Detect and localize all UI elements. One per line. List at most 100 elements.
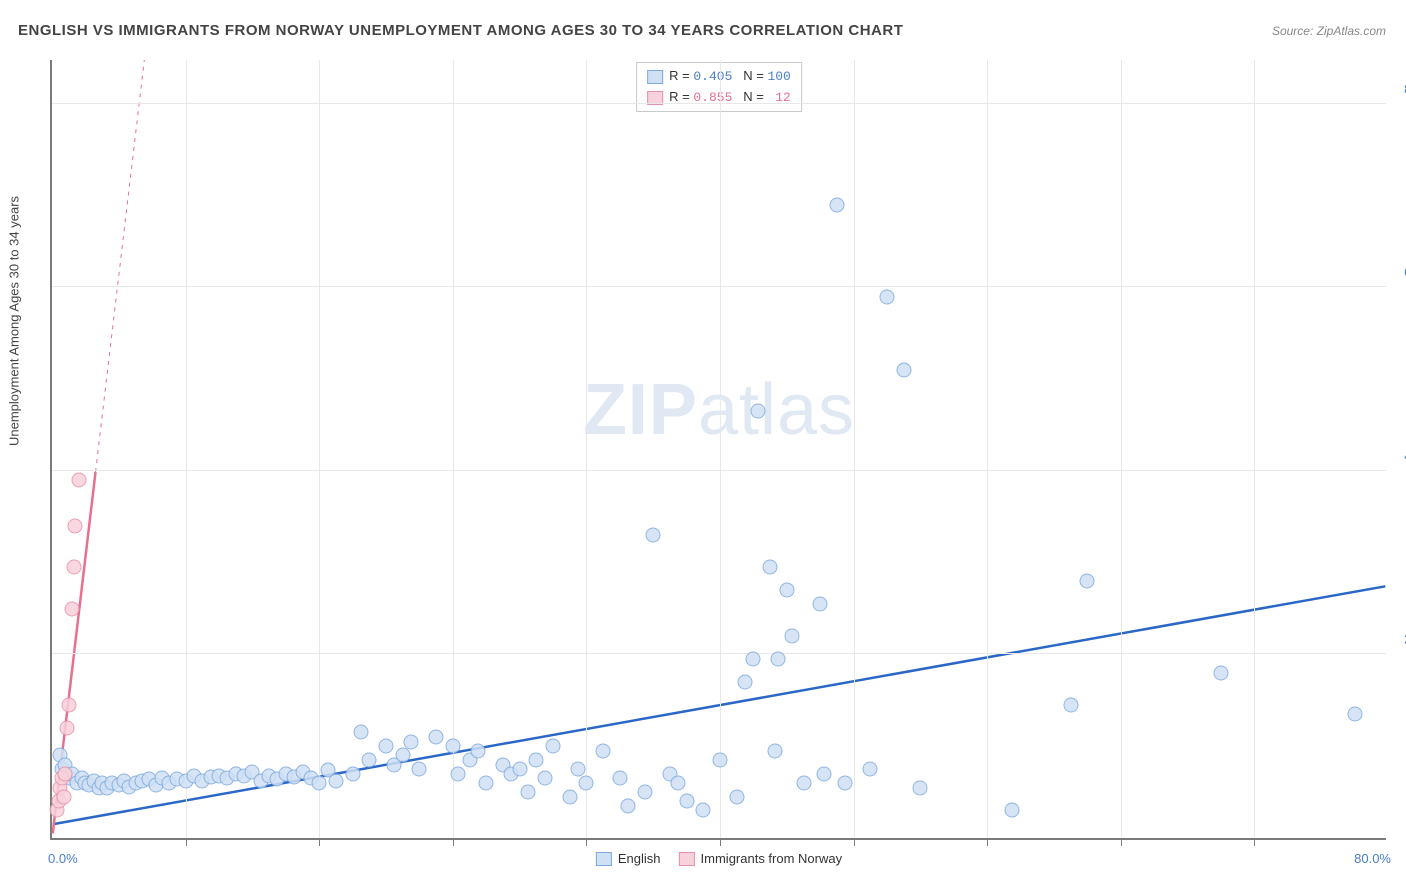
x-axis-tick-mark <box>319 838 320 846</box>
legend-swatch <box>596 852 612 866</box>
data-point <box>512 762 527 777</box>
data-point <box>312 775 327 790</box>
data-point <box>612 771 627 786</box>
data-point <box>520 785 535 800</box>
data-point <box>729 789 744 804</box>
data-point <box>816 766 831 781</box>
data-point <box>71 473 86 488</box>
data-point <box>913 780 928 795</box>
data-point <box>771 652 786 667</box>
data-point <box>671 775 686 790</box>
data-point <box>353 725 368 740</box>
gridline-v <box>854 60 855 838</box>
data-point <box>738 675 753 690</box>
trend-line-english <box>53 586 1386 824</box>
data-point <box>813 597 828 612</box>
data-point <box>763 560 778 575</box>
data-point <box>445 739 460 754</box>
x-axis-tick-mark <box>854 838 855 846</box>
legend-stat-text: R = 0.855 N = 12 <box>669 87 791 108</box>
data-point <box>345 766 360 781</box>
gridline-v <box>1121 60 1122 838</box>
gridline-v <box>987 60 988 838</box>
data-point <box>751 404 766 419</box>
data-point <box>395 748 410 763</box>
legend-swatch <box>679 852 695 866</box>
data-point <box>68 519 83 534</box>
gridline-v <box>1254 60 1255 838</box>
legend-series-label: English <box>618 851 661 866</box>
data-point <box>713 753 728 768</box>
data-point <box>537 771 552 786</box>
gridline-h <box>52 470 1386 471</box>
legend-stat-row: R = 0.405 N = 100 <box>647 66 791 87</box>
data-point <box>796 775 811 790</box>
data-point <box>66 560 81 575</box>
chart-title: ENGLISH VS IMMIGRANTS FROM NORWAY UNEMPL… <box>18 22 903 39</box>
trend-line-dashed <box>96 60 145 472</box>
data-point <box>896 363 911 378</box>
gridline-v <box>586 60 587 838</box>
x-axis-tick-mark <box>1121 838 1122 846</box>
data-point <box>56 789 71 804</box>
source-label: Source: ZipAtlas.com <box>1272 24 1386 38</box>
x-axis-tick-mark <box>453 838 454 846</box>
legend-stat-text: R = 0.405 N = 100 <box>669 66 791 87</box>
data-point <box>596 743 611 758</box>
x-axis-tick-mark <box>987 838 988 846</box>
legend-stats: R = 0.405 N = 100R = 0.855 N = 12 <box>636 62 802 112</box>
data-point <box>784 629 799 644</box>
legend-series-item: Immigrants from Norway <box>679 851 843 866</box>
plot-area: ZIPatlas R = 0.405 N = 100R = 0.855 N = … <box>50 60 1386 840</box>
data-point <box>829 197 844 212</box>
data-point <box>450 766 465 781</box>
legend-series-label: Immigrants from Norway <box>701 851 843 866</box>
data-point <box>779 583 794 598</box>
data-point <box>646 528 661 543</box>
data-point <box>429 730 444 745</box>
data-point <box>60 720 75 735</box>
data-point <box>880 289 895 304</box>
data-point <box>470 743 485 758</box>
legend-series-item: English <box>596 851 661 866</box>
data-point <box>1214 665 1229 680</box>
gridline-h <box>52 103 1386 104</box>
trend-lines-layer <box>52 60 1386 838</box>
gridline-v <box>720 60 721 838</box>
legend-swatch <box>647 70 663 84</box>
data-point <box>1063 697 1078 712</box>
data-point <box>1005 803 1020 818</box>
legend-stat-row: R = 0.855 N = 12 <box>647 87 791 108</box>
data-point <box>768 743 783 758</box>
x-axis-tick-start: 0.0% <box>48 851 78 866</box>
legend-series: English Immigrants from Norway <box>596 851 842 866</box>
data-point <box>838 775 853 790</box>
gridline-v <box>319 60 320 838</box>
x-axis-tick-mark <box>720 838 721 846</box>
data-point <box>362 753 377 768</box>
gridline-v <box>186 60 187 838</box>
y-axis-label: Unemployment Among Ages 30 to 34 years <box>7 196 22 446</box>
data-point <box>412 762 427 777</box>
data-point <box>529 753 544 768</box>
data-point <box>571 762 586 777</box>
data-point <box>863 762 878 777</box>
data-point <box>696 803 711 818</box>
data-point <box>621 798 636 813</box>
watermark: ZIPatlas <box>583 369 855 451</box>
data-point <box>58 766 73 781</box>
data-point <box>1347 707 1362 722</box>
data-point <box>746 652 761 667</box>
x-axis-tick-mark <box>586 838 587 846</box>
x-axis-tick-mark <box>1254 838 1255 846</box>
gridline-v <box>453 60 454 838</box>
gridline-h <box>52 286 1386 287</box>
data-point <box>328 774 343 789</box>
data-point <box>637 785 652 800</box>
data-point <box>61 697 76 712</box>
data-point <box>65 601 80 616</box>
data-point <box>579 775 594 790</box>
data-point <box>379 739 394 754</box>
data-point <box>546 739 561 754</box>
data-point <box>562 789 577 804</box>
